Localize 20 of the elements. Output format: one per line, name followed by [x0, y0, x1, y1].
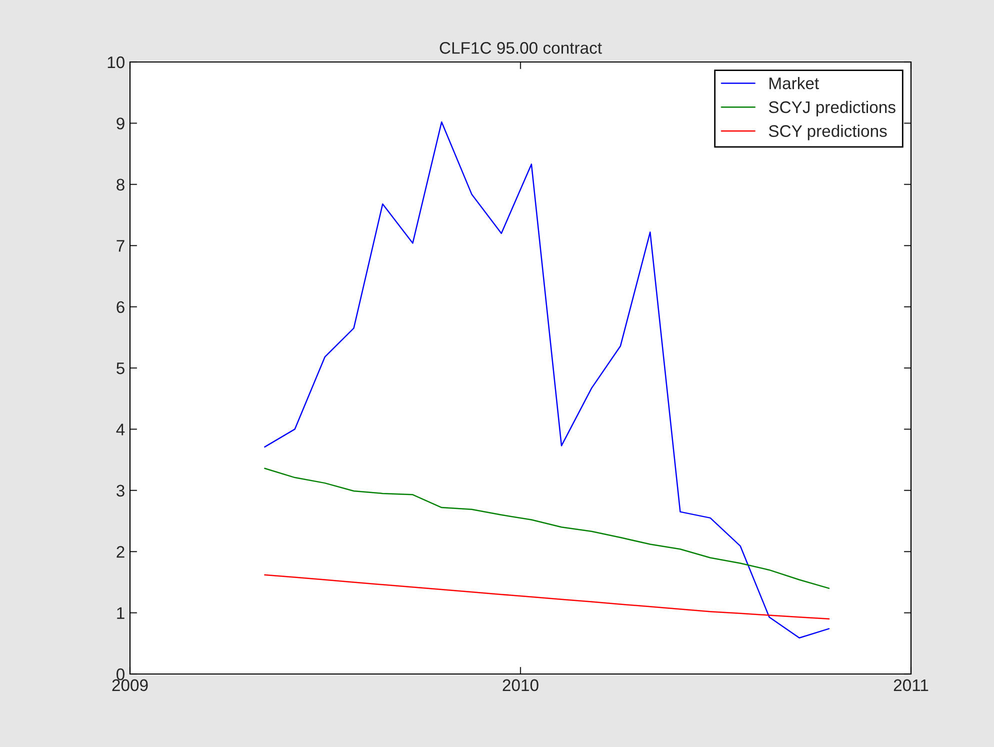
y-tick-label: 7	[116, 240, 124, 252]
y-tick-label: 8	[116, 178, 124, 191]
x-tick-label: 2009	[112, 679, 148, 692]
y-tick-label: 4	[116, 424, 125, 436]
y-tick-label: 3	[116, 484, 124, 497]
y-tick-label: 5	[116, 362, 124, 374]
x-tick-label: 2011	[894, 679, 928, 692]
y-tick-label: 6	[116, 301, 124, 314]
chart-title: CLF1C 95.00 contract	[440, 42, 602, 54]
line-series	[264, 574, 830, 620]
legend-label: SCYJ predictions	[768, 100, 896, 116]
y-tick-label: 9	[116, 118, 124, 130]
x-tick-label: 2010	[502, 679, 538, 692]
y-tick-label: 2	[116, 546, 124, 558]
y-tick-label: 0	[116, 668, 124, 680]
legend-label: Market	[770, 77, 819, 90]
y-tick-label: 1	[117, 607, 124, 619]
legend-label: SCY predictions	[768, 124, 887, 140]
line-series	[264, 468, 830, 589]
y-tick-label: 10	[108, 56, 124, 68]
